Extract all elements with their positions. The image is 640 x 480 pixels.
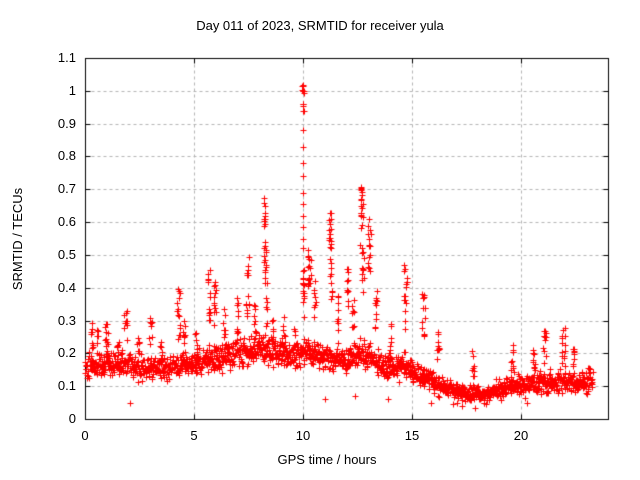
- y-tick-label: 0.3: [57, 313, 76, 328]
- y-tick-label: 0.7: [57, 181, 76, 196]
- x-tick-label: 0: [81, 428, 89, 443]
- y-tick-label: 1.1: [57, 50, 76, 65]
- y-tick-label: 1: [68, 83, 76, 98]
- x-tick-label: 10: [295, 428, 311, 443]
- x-tick-label: 15: [404, 428, 420, 443]
- x-tick-label: 20: [513, 428, 529, 443]
- y-tick-label: 0.6: [57, 214, 76, 229]
- y-tick-label: 0: [68, 411, 76, 426]
- y-tick-label: 0.1: [57, 378, 76, 393]
- y-tick-label: 0.8: [57, 148, 76, 163]
- y-tick-label: 0.4: [57, 280, 76, 295]
- y-tick-label: 0.2: [57, 345, 76, 360]
- chart-title: Day 011 of 2023, SRMTID for receiver yul…: [196, 18, 444, 33]
- y-tick-label: 0.9: [57, 116, 76, 131]
- y-tick-label: 0.5: [57, 247, 76, 262]
- x-axis-label: GPS time / hours: [277, 452, 377, 467]
- y-axis-label: SRMTID / TECUs: [10, 187, 25, 291]
- x-tick-label: 5: [190, 428, 198, 443]
